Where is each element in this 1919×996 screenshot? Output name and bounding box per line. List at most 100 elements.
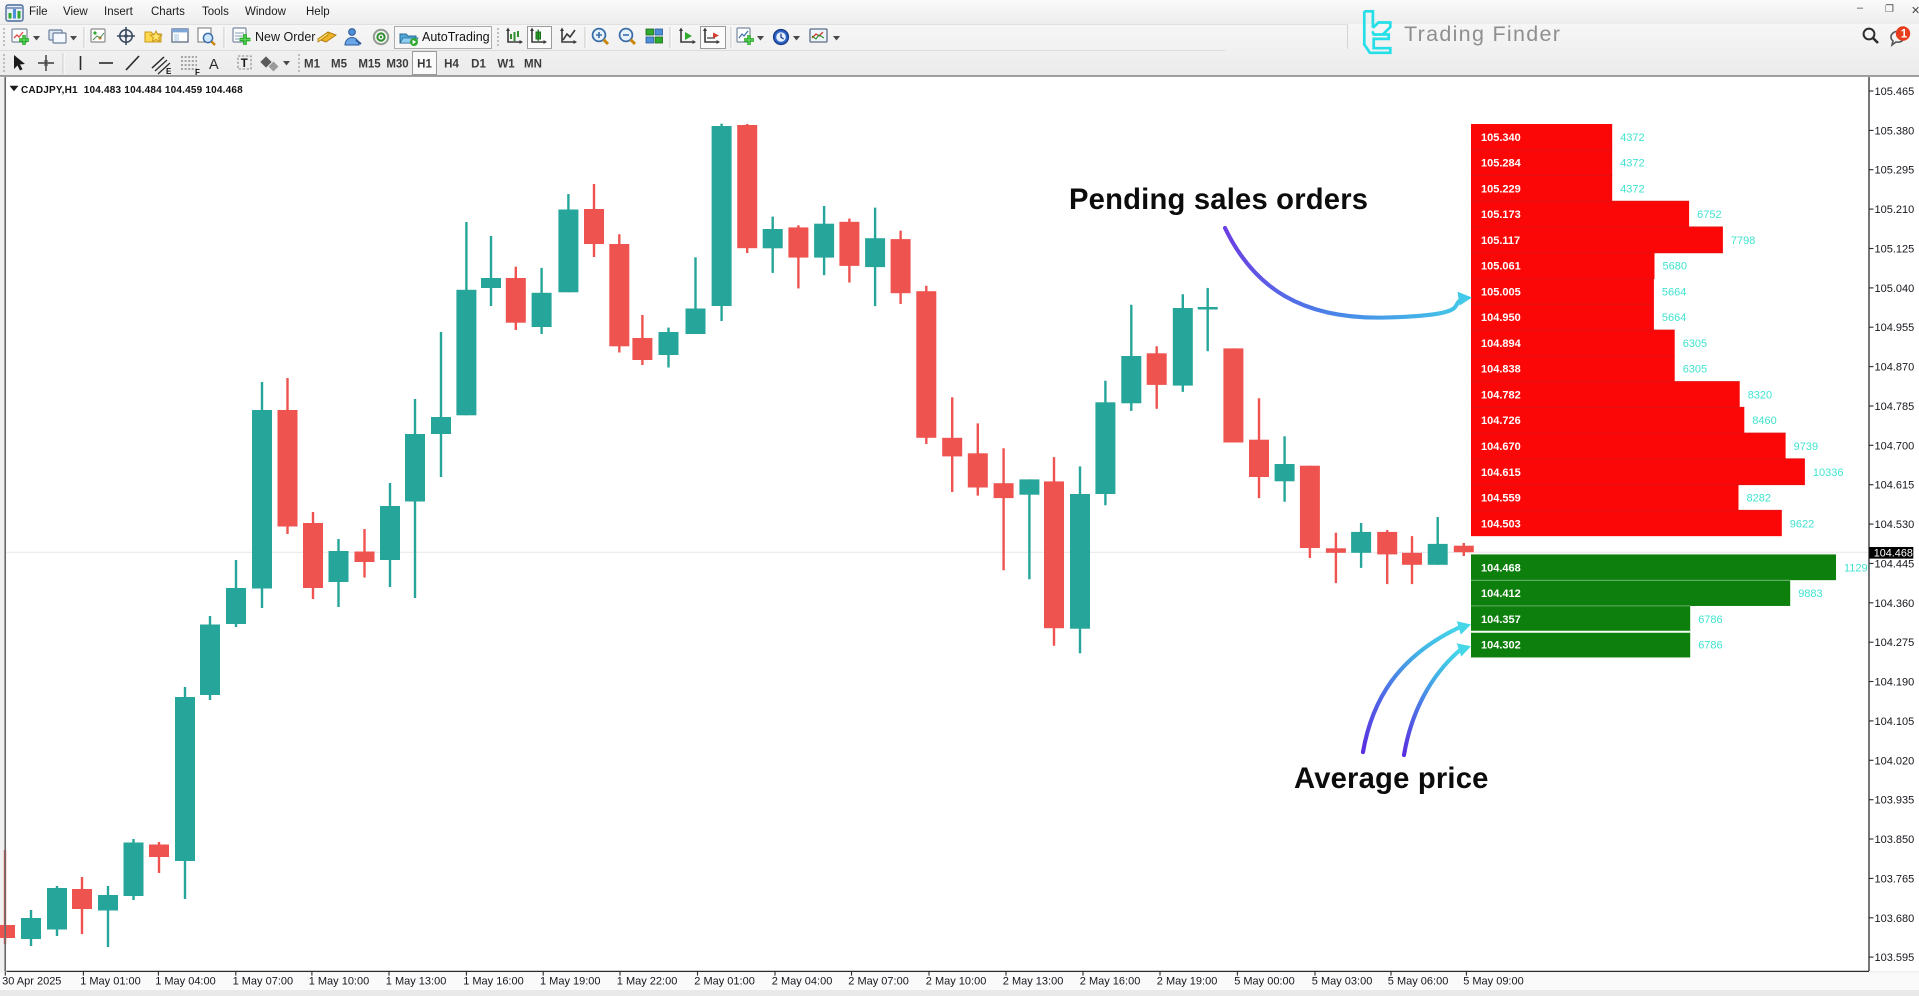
svg-text:105.117: 105.117 bbox=[1481, 235, 1520, 247]
svg-text:104.530: 104.530 bbox=[1875, 519, 1915, 531]
svg-text:104.445: 104.445 bbox=[1875, 558, 1915, 570]
svg-text:104.357: 104.357 bbox=[1481, 614, 1521, 626]
svg-text:Average price: Average price bbox=[1294, 763, 1489, 795]
svg-text:104.302: 104.302 bbox=[1481, 640, 1521, 652]
svg-text:104.785: 104.785 bbox=[1875, 401, 1915, 413]
svg-text:103.680: 103.680 bbox=[1875, 913, 1915, 925]
svg-text:M1: M1 bbox=[304, 59, 321, 71]
svg-text:1 May 13:00: 1 May 13:00 bbox=[386, 976, 447, 988]
svg-text:105.040: 105.040 bbox=[1875, 283, 1915, 295]
svg-text:5664: 5664 bbox=[1662, 312, 1686, 324]
svg-text:103.765: 103.765 bbox=[1875, 873, 1915, 885]
svg-text:9622: 9622 bbox=[1790, 518, 1814, 530]
svg-text:105.465: 105.465 bbox=[1875, 86, 1915, 98]
svg-text:1 May 19:00: 1 May 19:00 bbox=[540, 976, 601, 988]
svg-text:M30: M30 bbox=[386, 59, 408, 71]
svg-text:E: E bbox=[166, 67, 172, 76]
svg-text:105.380: 105.380 bbox=[1875, 125, 1915, 137]
svg-text:105.005: 105.005 bbox=[1481, 286, 1521, 298]
svg-text:8282: 8282 bbox=[1747, 493, 1771, 505]
svg-text:9739: 9739 bbox=[1794, 441, 1818, 453]
svg-text:104.020: 104.020 bbox=[1875, 755, 1915, 767]
svg-text:H4: H4 bbox=[444, 59, 459, 71]
svg-text:6305: 6305 bbox=[1683, 338, 1707, 350]
svg-text:104.838: 104.838 bbox=[1481, 364, 1521, 376]
svg-text:104.275: 104.275 bbox=[1875, 637, 1915, 649]
svg-text:CADJPY,H1 104.483 104.484 104: CADJPY,H1 104.483 104.484 104.459 104.46… bbox=[21, 85, 243, 96]
svg-text:2 May 19:00: 2 May 19:00 bbox=[1157, 976, 1218, 988]
svg-text:104.670: 104.670 bbox=[1481, 441, 1521, 453]
svg-text:103.595: 103.595 bbox=[1875, 952, 1915, 964]
svg-text:104.468: 104.468 bbox=[1874, 548, 1913, 560]
svg-text:2 May 04:00: 2 May 04:00 bbox=[772, 976, 833, 988]
svg-text:M15: M15 bbox=[358, 59, 381, 71]
svg-text:6752: 6752 bbox=[1697, 209, 1721, 221]
svg-text:D1: D1 bbox=[471, 59, 486, 71]
svg-text:2 May 01:00: 2 May 01:00 bbox=[694, 976, 755, 988]
svg-text:8320: 8320 bbox=[1748, 390, 1772, 402]
svg-text:103.935: 103.935 bbox=[1875, 795, 1915, 807]
svg-text:10336: 10336 bbox=[1813, 467, 1844, 479]
svg-text:104.726: 104.726 bbox=[1481, 415, 1521, 427]
svg-text:1 May 16:00: 1 May 16:00 bbox=[463, 976, 524, 988]
svg-text:105.061: 105.061 bbox=[1481, 261, 1521, 273]
svg-text:104.782: 104.782 bbox=[1481, 390, 1521, 402]
svg-text:W1: W1 bbox=[497, 59, 515, 71]
svg-text:8460: 8460 bbox=[1752, 415, 1776, 427]
svg-text:11299: 11299 bbox=[1844, 562, 1874, 574]
svg-text:4372: 4372 bbox=[1620, 132, 1644, 144]
svg-text:104.870: 104.870 bbox=[1875, 362, 1915, 374]
svg-text:2 May 13:00: 2 May 13:00 bbox=[1003, 976, 1064, 988]
svg-text:7798: 7798 bbox=[1731, 235, 1755, 247]
svg-text:5 May 03:00: 5 May 03:00 bbox=[1312, 976, 1373, 988]
svg-text:Pending sales orders: Pending sales orders bbox=[1069, 184, 1368, 216]
svg-text:104.700: 104.700 bbox=[1875, 440, 1915, 452]
svg-text:104.615: 104.615 bbox=[1875, 480, 1915, 492]
svg-text:1: 1 bbox=[1901, 29, 1908, 41]
svg-text:H1: H1 bbox=[417, 59, 432, 71]
svg-text:105.173: 105.173 bbox=[1481, 209, 1521, 221]
svg-text:105.340: 105.340 bbox=[1481, 132, 1521, 144]
svg-text:104.190: 104.190 bbox=[1875, 677, 1915, 689]
svg-text:1 May 07:00: 1 May 07:00 bbox=[233, 976, 294, 988]
svg-text:1 May 10:00: 1 May 10:00 bbox=[309, 976, 370, 988]
svg-text:5 May 09:00: 5 May 09:00 bbox=[1463, 976, 1524, 988]
svg-text:1 May 22:00: 1 May 22:00 bbox=[617, 976, 678, 988]
svg-text:5 May 06:00: 5 May 06:00 bbox=[1388, 976, 1449, 988]
svg-text:103.850: 103.850 bbox=[1875, 834, 1915, 846]
svg-text:2 May 16:00: 2 May 16:00 bbox=[1080, 976, 1141, 988]
svg-text:4372: 4372 bbox=[1620, 183, 1644, 195]
svg-text:6786: 6786 bbox=[1698, 614, 1722, 626]
svg-text:4372: 4372 bbox=[1620, 158, 1644, 170]
svg-text:6305: 6305 bbox=[1683, 364, 1707, 376]
svg-text:104.950: 104.950 bbox=[1481, 312, 1521, 324]
svg-text:104.105: 104.105 bbox=[1875, 716, 1915, 728]
svg-text:104.412: 104.412 bbox=[1481, 588, 1521, 600]
svg-text:104.360: 104.360 bbox=[1875, 598, 1915, 610]
svg-text:5 May 00:00: 5 May 00:00 bbox=[1234, 976, 1295, 988]
svg-text:9883: 9883 bbox=[1798, 588, 1822, 600]
svg-text:MN: MN bbox=[524, 59, 542, 71]
svg-text:104.559: 104.559 bbox=[1481, 493, 1521, 505]
svg-text:104.955: 104.955 bbox=[1875, 322, 1915, 334]
svg-text:105.284: 105.284 bbox=[1481, 158, 1522, 170]
svg-text:6786: 6786 bbox=[1698, 640, 1722, 652]
svg-text:1 May 01:00: 1 May 01:00 bbox=[80, 976, 141, 988]
svg-text:A: A bbox=[209, 57, 219, 73]
svg-text:104.468: 104.468 bbox=[1481, 562, 1521, 574]
svg-text:30 Apr 2025: 30 Apr 2025 bbox=[2, 976, 61, 988]
svg-text:M5: M5 bbox=[331, 59, 348, 71]
svg-text:T: T bbox=[241, 58, 248, 70]
svg-text:104.894: 104.894 bbox=[1481, 338, 1522, 350]
svg-text:2 May 10:00: 2 May 10:00 bbox=[926, 976, 987, 988]
svg-text:5680: 5680 bbox=[1663, 261, 1687, 273]
svg-text:105.229: 105.229 bbox=[1481, 183, 1521, 195]
svg-text:5664: 5664 bbox=[1662, 286, 1686, 298]
svg-text:2 May 07:00: 2 May 07:00 bbox=[848, 976, 909, 988]
svg-text:New Order: New Order bbox=[255, 30, 315, 44]
svg-text:104.503: 104.503 bbox=[1481, 518, 1521, 530]
svg-text:105.125: 105.125 bbox=[1875, 244, 1915, 256]
svg-text:104.615: 104.615 bbox=[1481, 467, 1521, 479]
svg-text:105.210: 105.210 bbox=[1875, 204, 1915, 216]
svg-text:1 May 04:00: 1 May 04:00 bbox=[155, 976, 216, 988]
